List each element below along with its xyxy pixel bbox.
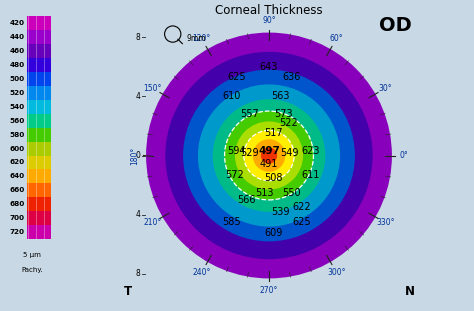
- Text: 566: 566: [237, 195, 256, 205]
- Text: 8: 8: [136, 269, 140, 278]
- Ellipse shape: [213, 99, 325, 212]
- Text: 640: 640: [9, 174, 24, 179]
- Ellipse shape: [183, 70, 355, 241]
- Text: 508: 508: [264, 173, 283, 183]
- Text: 573: 573: [274, 109, 293, 119]
- Text: 572: 572: [226, 170, 244, 180]
- Bar: [27, 197, 51, 211]
- Text: 620: 620: [9, 160, 24, 165]
- Bar: [27, 128, 51, 142]
- Ellipse shape: [198, 84, 340, 227]
- Text: 557: 557: [240, 109, 259, 119]
- Text: 497: 497: [258, 146, 280, 156]
- Bar: [27, 100, 51, 114]
- Text: 549: 549: [281, 147, 299, 158]
- Text: 622: 622: [292, 202, 311, 212]
- Text: 623: 623: [301, 146, 319, 156]
- Bar: [27, 86, 51, 100]
- Text: 517: 517: [264, 128, 283, 138]
- Text: 585: 585: [223, 217, 241, 227]
- Ellipse shape: [165, 52, 373, 259]
- Text: 4: 4: [135, 92, 140, 101]
- Bar: [27, 16, 51, 30]
- Text: 522: 522: [279, 118, 298, 128]
- Text: 30°: 30°: [379, 84, 392, 93]
- Text: 594: 594: [227, 146, 246, 156]
- Ellipse shape: [235, 121, 303, 190]
- Text: 539: 539: [272, 207, 290, 217]
- Ellipse shape: [253, 139, 285, 172]
- Ellipse shape: [225, 111, 313, 200]
- Text: 540: 540: [9, 104, 24, 109]
- Bar: [27, 156, 51, 169]
- Text: 480: 480: [9, 62, 24, 67]
- Text: 660: 660: [9, 188, 24, 193]
- Text: 550: 550: [282, 188, 301, 197]
- Bar: [27, 114, 51, 128]
- Bar: [27, 72, 51, 86]
- Bar: [27, 169, 51, 183]
- Bar: [27, 183, 51, 197]
- Text: 4: 4: [135, 210, 140, 219]
- Text: 611: 611: [301, 170, 319, 180]
- Text: 580: 580: [9, 132, 24, 137]
- Text: N: N: [405, 285, 415, 298]
- Text: OD: OD: [379, 16, 411, 35]
- Text: Corneal Thickness: Corneal Thickness: [215, 4, 323, 17]
- Bar: [27, 58, 51, 72]
- Text: 720: 720: [9, 230, 24, 235]
- Bar: [27, 142, 51, 156]
- Text: 600: 600: [9, 146, 24, 151]
- Bar: [27, 211, 51, 225]
- Text: 560: 560: [9, 118, 24, 123]
- Bar: [27, 30, 51, 44]
- Text: 120°: 120°: [192, 34, 211, 43]
- Text: 330°: 330°: [376, 218, 395, 227]
- Text: 8: 8: [136, 33, 140, 42]
- Text: 150°: 150°: [143, 84, 162, 93]
- Text: 240°: 240°: [192, 268, 211, 277]
- Text: 609: 609: [264, 228, 283, 238]
- Text: 700: 700: [9, 216, 24, 221]
- Text: T: T: [124, 285, 132, 298]
- Text: 513: 513: [255, 188, 274, 197]
- Text: 270°: 270°: [260, 286, 278, 295]
- Text: 643: 643: [260, 62, 278, 72]
- Text: 180°: 180°: [130, 146, 139, 165]
- Text: 500: 500: [9, 76, 24, 81]
- Text: 529: 529: [240, 147, 259, 158]
- Text: 0°: 0°: [400, 151, 408, 160]
- Ellipse shape: [244, 130, 294, 181]
- Bar: [27, 225, 51, 239]
- Text: 625: 625: [227, 72, 246, 82]
- Text: 300°: 300°: [327, 268, 346, 277]
- Ellipse shape: [146, 33, 392, 278]
- Text: 460: 460: [9, 48, 24, 53]
- Text: 610: 610: [223, 91, 241, 101]
- Text: 210°: 210°: [143, 218, 162, 227]
- Text: 420: 420: [9, 20, 24, 26]
- Text: 440: 440: [9, 34, 24, 39]
- Text: 491: 491: [260, 159, 278, 169]
- Text: 60°: 60°: [329, 34, 343, 43]
- Bar: [27, 44, 51, 58]
- Text: 5 μm: 5 μm: [23, 252, 41, 258]
- Ellipse shape: [261, 147, 277, 164]
- Text: Pachy.: Pachy.: [21, 267, 43, 273]
- Text: 625: 625: [292, 217, 311, 227]
- Text: 0: 0: [135, 151, 140, 160]
- Text: 520: 520: [9, 90, 24, 95]
- Text: 680: 680: [9, 202, 24, 207]
- Text: 9mm: 9mm: [186, 34, 206, 43]
- Text: 563: 563: [272, 91, 290, 101]
- Text: 636: 636: [282, 72, 301, 82]
- Text: 90°: 90°: [262, 16, 276, 25]
